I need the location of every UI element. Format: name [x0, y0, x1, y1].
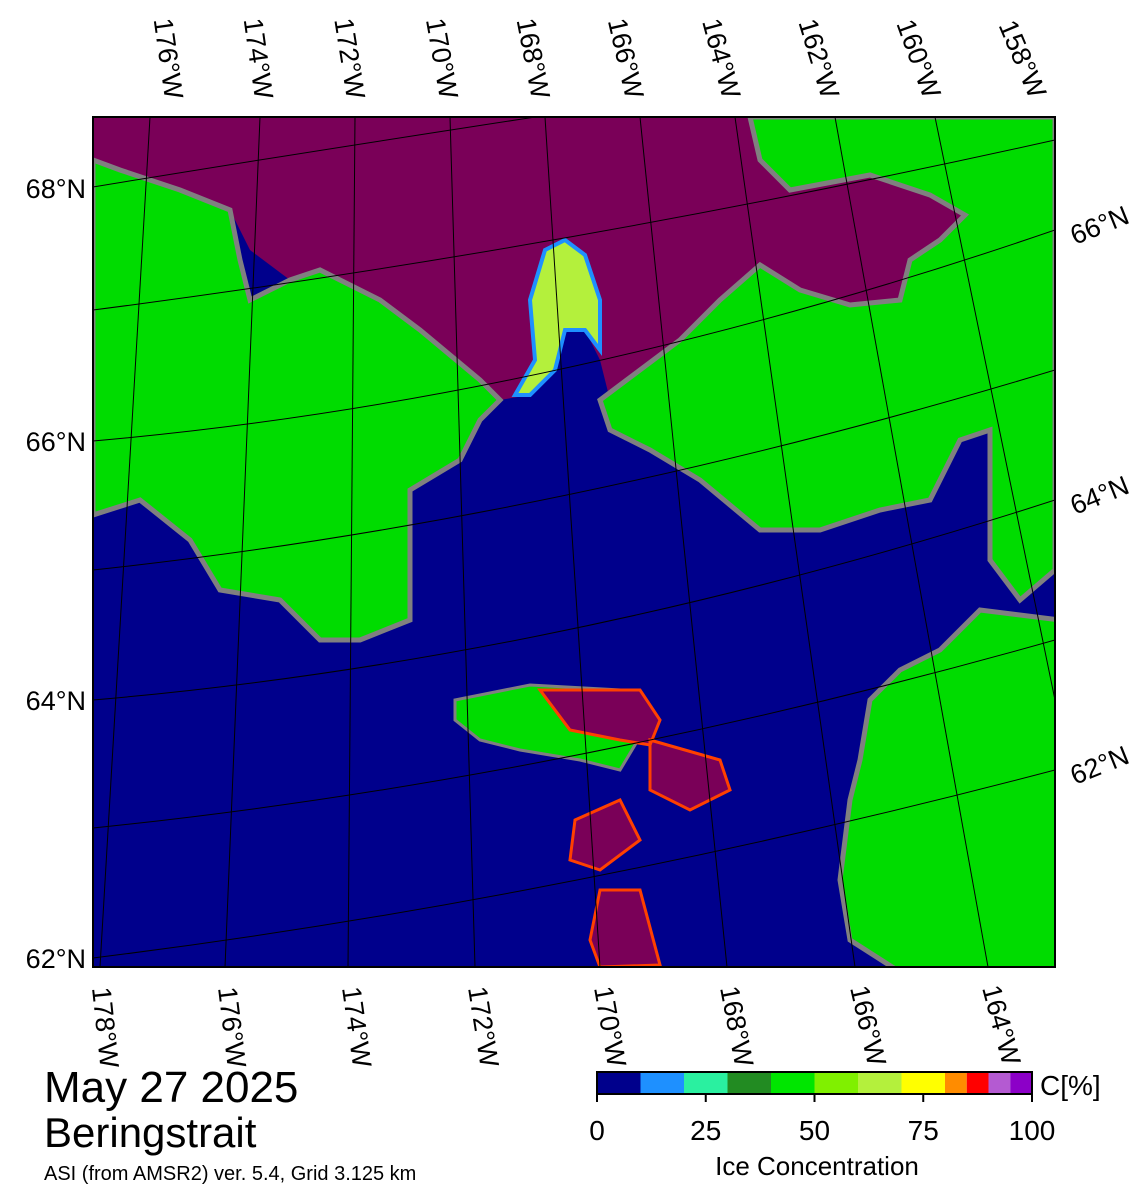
colorbar-tick-label: 75: [908, 1115, 939, 1146]
lon-label: 166°W: [844, 983, 892, 1069]
land-alaska-north: [597, 117, 1055, 604]
colorbar-segment: [684, 1072, 728, 1094]
lon-label: 158°W: [993, 16, 1053, 103]
colorbar-tick-label: 50: [799, 1115, 830, 1146]
lon-label: 178°W: [86, 985, 124, 1070]
pack-ice: [93, 117, 965, 400]
lon-label: 166°W: [602, 15, 650, 101]
map-frame: [92, 116, 1056, 968]
lon-label: 172°W: [462, 984, 504, 1070]
colorbar-segment: [597, 1072, 641, 1094]
lon-label: 172°W: [328, 16, 370, 102]
colorbar-segment: [1010, 1072, 1032, 1094]
colorbar-segment: [966, 1072, 989, 1094]
lon-label: 162°W: [792, 15, 845, 102]
colorbar-tick-label: 0: [589, 1115, 605, 1146]
graticule: [93, 117, 1055, 967]
colorbar-segment: [858, 1072, 902, 1094]
lon-label: 174°W: [238, 16, 279, 101]
lon-label: 168°W: [714, 983, 759, 1069]
lon-label: 170°W: [588, 984, 632, 1070]
lat-label: 62°N: [26, 944, 86, 974]
source: ASI (from AMSR2) ver. 5.4, Grid 3.125 km: [44, 1163, 416, 1185]
colorbar-tick-label: 25: [690, 1115, 721, 1146]
lon-label: 170°W: [420, 16, 464, 102]
lon-label: 168°W: [511, 16, 556, 102]
colorbar-tick-label: 100: [1009, 1115, 1056, 1146]
colorbar-segment: [771, 1072, 815, 1094]
lat-label: 66°N: [1066, 200, 1133, 250]
lat-label: 68°N: [26, 174, 86, 204]
land-chukotka: [93, 157, 504, 643]
lon-label: 174°W: [336, 985, 377, 1070]
colorbar-segment: [640, 1072, 684, 1094]
lon-label: 164°W: [976, 982, 1026, 1069]
map-area: [93, 117, 1055, 967]
lat-label: 64°N: [26, 686, 86, 716]
colorbar-segment: [901, 1072, 945, 1094]
lon-label: 176°W: [212, 985, 252, 1070]
colorbar-segment: [727, 1072, 771, 1094]
lat-label: 66°N: [26, 427, 86, 457]
lon-label: 176°W: [148, 16, 189, 101]
lat-label: 62°N: [1066, 740, 1133, 790]
colorbar-segment: [945, 1072, 967, 1094]
land-alaska-south: [837, 607, 1055, 967]
lat-label: 64°N: [1066, 470, 1133, 520]
title: May 27 2025: [44, 1063, 298, 1112]
lon-label: 160°W: [891, 15, 947, 102]
colorbar-unit: C[%]: [1040, 1070, 1101, 1101]
lon-label: 164°W: [696, 15, 746, 102]
colorbar-segment: [814, 1072, 858, 1094]
region: Beringstrait: [44, 1109, 257, 1156]
colorbar-label: Ice Concentration: [715, 1151, 919, 1181]
colorbar-segment: [988, 1072, 1011, 1094]
